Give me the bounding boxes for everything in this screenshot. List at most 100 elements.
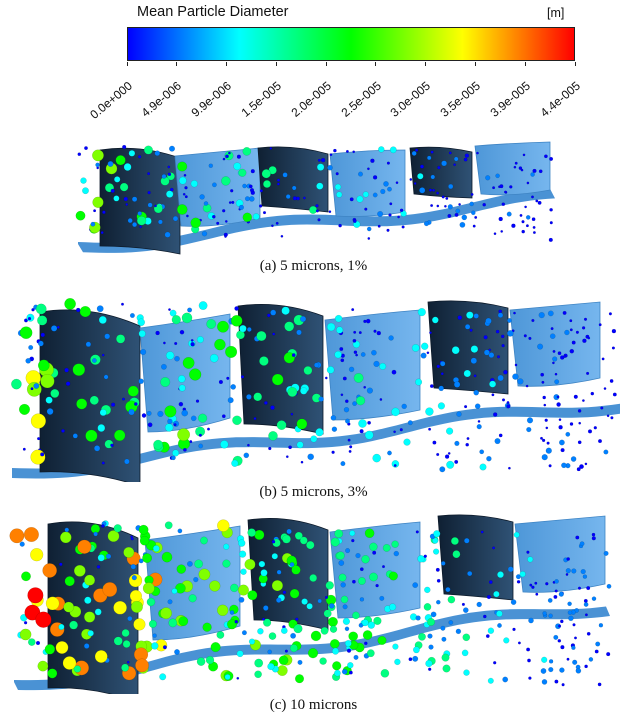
particle bbox=[366, 649, 375, 658]
particle bbox=[500, 230, 504, 233]
particle bbox=[73, 564, 86, 577]
colorbar-tick bbox=[176, 62, 178, 66]
particle bbox=[291, 353, 296, 357]
particle bbox=[103, 374, 109, 380]
particle bbox=[365, 318, 371, 324]
particle bbox=[442, 664, 451, 673]
particle bbox=[499, 184, 504, 189]
particle bbox=[205, 655, 215, 665]
colorbar-tick bbox=[425, 62, 427, 66]
particle bbox=[72, 433, 78, 439]
particle bbox=[19, 628, 32, 641]
particle bbox=[183, 173, 187, 177]
particle bbox=[271, 539, 276, 544]
particle bbox=[300, 315, 307, 323]
particle bbox=[253, 416, 257, 420]
particle bbox=[606, 414, 610, 418]
particle bbox=[328, 603, 335, 609]
particle bbox=[547, 310, 554, 317]
particle bbox=[437, 165, 441, 170]
particle bbox=[282, 534, 291, 544]
particle bbox=[231, 200, 235, 204]
vane-blade bbox=[47, 521, 139, 694]
particle bbox=[317, 218, 321, 222]
particle bbox=[21, 571, 31, 582]
particle bbox=[138, 330, 146, 338]
particle bbox=[259, 356, 269, 366]
particle bbox=[495, 329, 500, 334]
particle bbox=[427, 155, 432, 161]
particle bbox=[506, 330, 514, 337]
particle bbox=[362, 630, 373, 640]
particle bbox=[455, 628, 462, 635]
particle bbox=[351, 308, 355, 312]
particle bbox=[375, 583, 379, 588]
particle bbox=[226, 619, 237, 630]
particle bbox=[454, 459, 459, 464]
particle bbox=[206, 427, 210, 431]
particle bbox=[132, 222, 138, 228]
particle bbox=[179, 329, 185, 335]
particle bbox=[463, 669, 470, 676]
particle bbox=[386, 228, 390, 232]
particle bbox=[462, 633, 471, 642]
particle bbox=[367, 420, 371, 425]
particle bbox=[591, 532, 596, 537]
particle bbox=[239, 550, 247, 558]
particle bbox=[584, 462, 588, 466]
particle bbox=[380, 668, 390, 678]
particle bbox=[348, 449, 352, 453]
particle bbox=[262, 617, 266, 621]
particle bbox=[554, 579, 559, 584]
particle bbox=[198, 568, 211, 581]
particle bbox=[168, 145, 175, 152]
particle bbox=[152, 633, 157, 638]
particle bbox=[566, 557, 571, 561]
particle bbox=[470, 345, 479, 353]
particle bbox=[76, 398, 88, 410]
particle bbox=[560, 355, 565, 360]
particle bbox=[336, 191, 343, 198]
particle bbox=[196, 336, 204, 344]
particle bbox=[552, 349, 556, 353]
particle bbox=[472, 224, 476, 228]
particle bbox=[432, 537, 439, 544]
particle bbox=[270, 224, 274, 228]
particle bbox=[493, 412, 498, 417]
particle bbox=[329, 153, 333, 157]
particle bbox=[486, 455, 492, 462]
particle bbox=[377, 635, 387, 645]
particle bbox=[167, 418, 173, 425]
particle bbox=[497, 312, 504, 318]
particle bbox=[461, 649, 469, 657]
particle bbox=[190, 339, 194, 342]
particle bbox=[435, 599, 441, 605]
rotor-blade bbox=[139, 313, 231, 433]
particle bbox=[94, 608, 102, 616]
particle bbox=[162, 341, 166, 345]
particle bbox=[610, 416, 614, 420]
particle bbox=[568, 615, 574, 622]
particle bbox=[521, 229, 526, 234]
particle bbox=[493, 661, 497, 665]
particle bbox=[529, 583, 533, 587]
particle bbox=[122, 144, 127, 150]
particle bbox=[182, 192, 186, 196]
particle bbox=[428, 188, 433, 192]
particle bbox=[64, 298, 76, 310]
particle bbox=[98, 315, 107, 324]
particle bbox=[238, 596, 245, 603]
particle bbox=[352, 150, 356, 154]
particle bbox=[257, 628, 264, 635]
particle bbox=[161, 174, 167, 179]
vane-blade bbox=[437, 514, 514, 601]
particle bbox=[270, 405, 275, 410]
particle bbox=[548, 659, 554, 664]
particle bbox=[448, 151, 452, 155]
particle bbox=[558, 591, 564, 597]
particle bbox=[400, 210, 407, 217]
particle bbox=[528, 336, 532, 340]
particle bbox=[501, 343, 505, 348]
particle bbox=[597, 682, 602, 687]
particle bbox=[160, 363, 167, 370]
